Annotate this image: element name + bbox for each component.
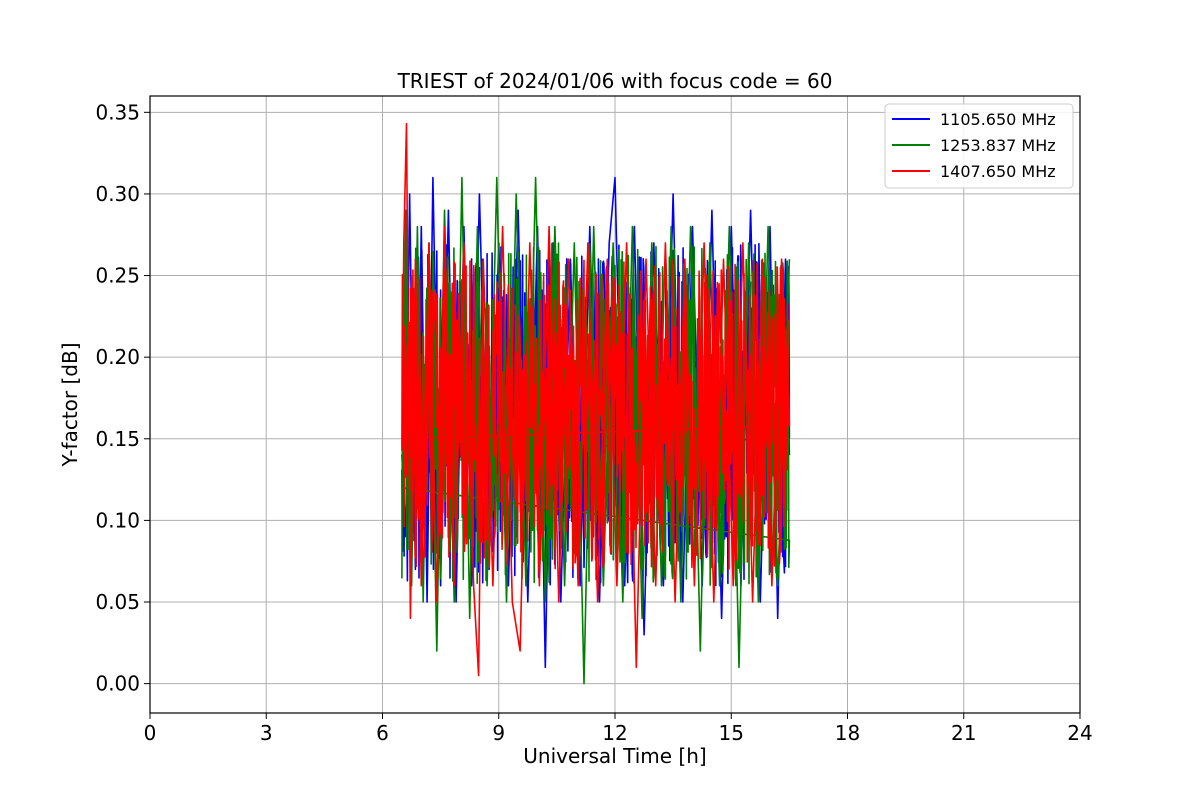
y-tick-label: 0.35: [95, 100, 140, 124]
legend-label: 1407.650 MHz: [940, 162, 1056, 181]
x-axis-label: Universal Time [h]: [523, 744, 706, 768]
y-tick-label: 0.15: [95, 427, 140, 451]
series-line-3: [401, 122, 791, 677]
data-layer: [401, 122, 791, 685]
y-tick-label: 0.30: [95, 182, 140, 206]
y-tick-label: 0.20: [95, 345, 140, 369]
y-tick-label: 0.05: [95, 590, 140, 614]
y-tick-label: 0.25: [95, 264, 140, 288]
legend-label: 1253.837 MHz: [940, 136, 1056, 155]
x-tick-label: 21: [951, 721, 976, 745]
chart-title: TRIEST of 2024/01/06 with focus code = 6…: [397, 69, 833, 93]
x-tick-label: 24: [1067, 721, 1092, 745]
legend-label: 1105.650 MHz: [940, 110, 1056, 129]
x-tick-label: 6: [376, 721, 389, 745]
x-tick-label: 15: [719, 721, 744, 745]
x-tick-label: 12: [602, 721, 627, 745]
x-tick-label: 3: [260, 721, 273, 745]
x-tick-label: 18: [835, 721, 860, 745]
y-tick-label: 0.00: [95, 672, 140, 696]
x-tick-label: 9: [492, 721, 505, 745]
y-tick-label: 0.10: [95, 508, 140, 532]
y-axis-label: Y-factor [dB]: [58, 342, 82, 467]
legend-box: [884, 103, 1074, 189]
axis-ticks: 0 3 6 9 12 15 18 21 24 0.00 0.05 0.10 0.15 0.20 0.25 0.…: [95, 100, 1092, 745]
legend: 1105.650 MHz 1253.837 MHz 1407.650 MHz: [884, 103, 1074, 189]
x-tick-label: 0: [144, 721, 157, 745]
